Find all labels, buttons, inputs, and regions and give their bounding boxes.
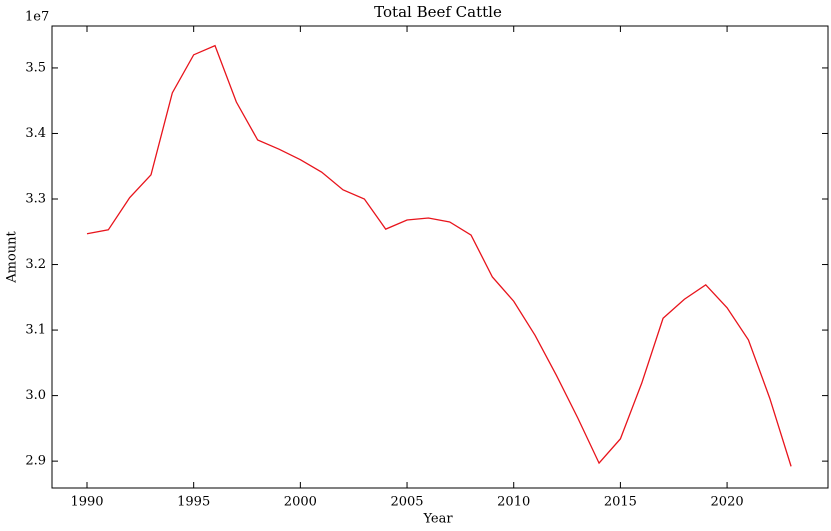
x-tick-label: 2010 <box>497 495 530 510</box>
y-tick-label: 2.9 <box>25 454 46 469</box>
chart-title: Total Beef Cattle <box>374 3 502 21</box>
y-tick-label: 3.1 <box>25 323 46 338</box>
y-tick-label: 3.3 <box>25 192 46 207</box>
x-tick-label: 1995 <box>177 495 210 510</box>
x-tick-label: 2000 <box>284 495 317 510</box>
x-tick-label: 2015 <box>604 495 637 510</box>
y-tick-label: 3.2 <box>25 257 46 272</box>
y-tick-label: 3.0 <box>25 388 46 403</box>
data-line <box>86 44 792 467</box>
plot-frame <box>51 25 829 489</box>
x-axis-label: Year <box>422 512 453 527</box>
y-axis-label: Amount <box>5 230 20 283</box>
y-tick-label: 3.5 <box>25 60 46 75</box>
y-tick-label: 3.4 <box>25 126 46 141</box>
x-tick-label: 1990 <box>70 495 103 510</box>
y-offset-label: 1e7 <box>25 10 49 25</box>
x-tick-label: 2005 <box>390 495 423 510</box>
x-tick-label: 2020 <box>711 495 744 510</box>
